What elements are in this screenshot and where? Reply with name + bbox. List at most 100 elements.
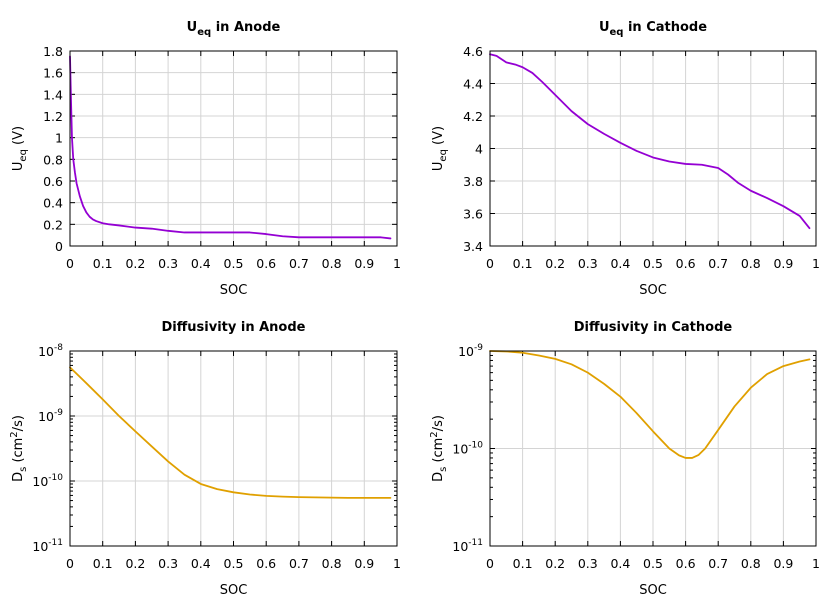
plot-frame	[69, 50, 398, 247]
x-tick-label: 0.6	[256, 556, 276, 571]
chart-title: Ueq in Cathode	[599, 20, 707, 38]
x-tick-label: 0	[486, 556, 494, 571]
x-tick-label: 0.4	[191, 256, 211, 271]
x-tick-label: 0.4	[610, 556, 630, 571]
x-tick-label: 0.1	[513, 556, 533, 571]
x-tick-label: 0.2	[545, 256, 565, 271]
x-tick-label: 0	[486, 256, 494, 271]
y-tick-label: 1.8	[43, 44, 63, 59]
x-tick-label: 0.6	[676, 256, 696, 271]
x-tick-label: 0.8	[741, 556, 761, 571]
y-tick-exponent: -10	[48, 473, 63, 483]
y-tick-base: 10	[452, 539, 468, 554]
x-tick-label: 0.3	[578, 556, 598, 571]
y-axis-label: Ds (cm2/s)	[429, 415, 449, 482]
y-tick-base: 10	[32, 539, 48, 554]
y-tick-label: 10-10	[452, 441, 483, 457]
y-label-main: D	[431, 472, 446, 482]
series-line	[69, 55, 392, 240]
x-axis-label: SOC	[220, 283, 248, 298]
y-label-rest: (V)	[11, 126, 26, 149]
x-tick-label: 0.8	[322, 556, 342, 571]
x-tick-label: 0.3	[158, 256, 178, 271]
y-tick-label: 10-8	[38, 343, 63, 359]
y-tick-label: 10-10	[32, 473, 63, 489]
x-tick-label: 0.9	[773, 256, 793, 271]
x-tick-label: 0.1	[93, 256, 113, 271]
y-tick-label: 3.6	[463, 207, 483, 222]
y-label-subscript: s	[18, 467, 29, 472]
y-label-rest: (cm	[11, 438, 26, 467]
y-label-main: U	[431, 162, 446, 172]
x-tick-label: 0.7	[289, 256, 309, 271]
y-label-end: /s)	[11, 415, 26, 431]
anode-diffusivity-chart: 0 0.1 0.2 0.3 0.4 0.5 0.6 0.7 0.8 0.9 110-1110-101…	[9, 320, 401, 598]
y-label-superscript: 2	[9, 431, 20, 437]
y-tick-exponent: -9	[474, 343, 483, 353]
x-tick-label: 0.2	[125, 556, 145, 571]
title-subscript: eq	[610, 27, 624, 38]
y-axis-label: Ds (cm2/s)	[9, 415, 29, 482]
y-tick-label: 0	[55, 239, 63, 254]
y-tick-label: 1	[55, 131, 63, 146]
cathode-ueq-chart: 0 0.1 0.2 0.3 0.4 0.5 0.6 0.7 0.8 0.9 1 3.4 3.6 3.8 4 4…	[431, 20, 820, 298]
y-tick-base: 10	[38, 409, 54, 424]
y-tick-label: 1.2	[43, 109, 63, 124]
x-tick-label: 1	[812, 256, 820, 271]
y-tick-label: 10-11	[452, 538, 483, 554]
x-tick-label: 0.6	[256, 256, 276, 271]
y-label-superscript: 2	[429, 431, 440, 437]
grid	[490, 351, 816, 546]
x-tick-label: 0.2	[545, 556, 565, 571]
y-tick-label: 1.4	[43, 87, 63, 102]
title-main: Diffusivity in Cathode	[574, 320, 733, 335]
x-tick-label: 0.3	[158, 556, 178, 571]
x-tick-label: 0.2	[125, 256, 145, 271]
y-tick-exponent: -8	[54, 343, 63, 353]
x-tick-label: 0.7	[708, 256, 728, 271]
x-tick-label: 0.4	[610, 256, 630, 271]
y-tick-label: 10-9	[38, 408, 63, 424]
y-tick-label: 1.6	[43, 66, 63, 81]
y-tick-label: 0.8	[43, 152, 63, 167]
anode-ueq-chart: 0 0.1 0.2 0.3 0.4 0.5 0.6 0.7 0.8 0.9 1 0 0.2 0.4 0.6 0…	[11, 20, 401, 298]
x-tick-label: 0.9	[354, 556, 374, 571]
y-tick-label: 4	[475, 142, 483, 157]
cathode-diffusivity-chart: 0 0.1 0.2 0.3 0.4 0.5 0.6 0.7 0.8 0.9 110-1110-101…	[429, 320, 820, 598]
x-tick-label: 0.7	[708, 556, 728, 571]
chart-title: Diffusivity in Cathode	[574, 320, 733, 335]
x-tick-label: 0.8	[322, 256, 342, 271]
x-tick-label: 0.7	[289, 556, 309, 571]
y-label-subscript: s	[438, 467, 449, 472]
y-label-rest: (V)	[431, 126, 446, 149]
title-main: U	[599, 20, 610, 35]
x-tick-label: 0.5	[643, 556, 663, 571]
y-tick-exponent: -11	[468, 538, 483, 548]
y-tick-label: 3.4	[463, 239, 483, 254]
grid	[490, 51, 816, 246]
y-label-main: U	[11, 162, 26, 172]
title-main: Diffusivity in Anode	[162, 320, 306, 335]
x-axis-label: SOC	[639, 583, 667, 598]
y-tick-label: 3.8	[463, 174, 483, 189]
title-subscript: eq	[197, 27, 211, 38]
y-tick-label: 0.2	[43, 217, 63, 232]
plot-frame	[489, 350, 817, 547]
x-tick-label: 0	[66, 256, 74, 271]
y-tick-label: 0.4	[43, 196, 63, 211]
y-tick-label: 10-9	[458, 343, 483, 359]
y-axis-label: Ueq (V)	[11, 126, 29, 171]
x-tick-label: 1	[812, 556, 820, 571]
x-tick-label: 0.9	[354, 256, 374, 271]
x-tick-label: 0.1	[513, 256, 533, 271]
y-tick-exponent: -9	[54, 408, 63, 418]
y-tick-base: 10	[38, 344, 54, 359]
y-axis-label: Ueq (V)	[431, 126, 449, 171]
title-rest: in Anode	[211, 20, 280, 35]
x-tick-label: 0.1	[93, 556, 113, 571]
x-tick-label: 0.5	[643, 256, 663, 271]
chart-title: Ueq in Anode	[187, 20, 281, 38]
x-tick-label: 0.4	[191, 556, 211, 571]
y-label-subscript: eq	[438, 149, 449, 162]
plot-frame	[489, 50, 817, 247]
